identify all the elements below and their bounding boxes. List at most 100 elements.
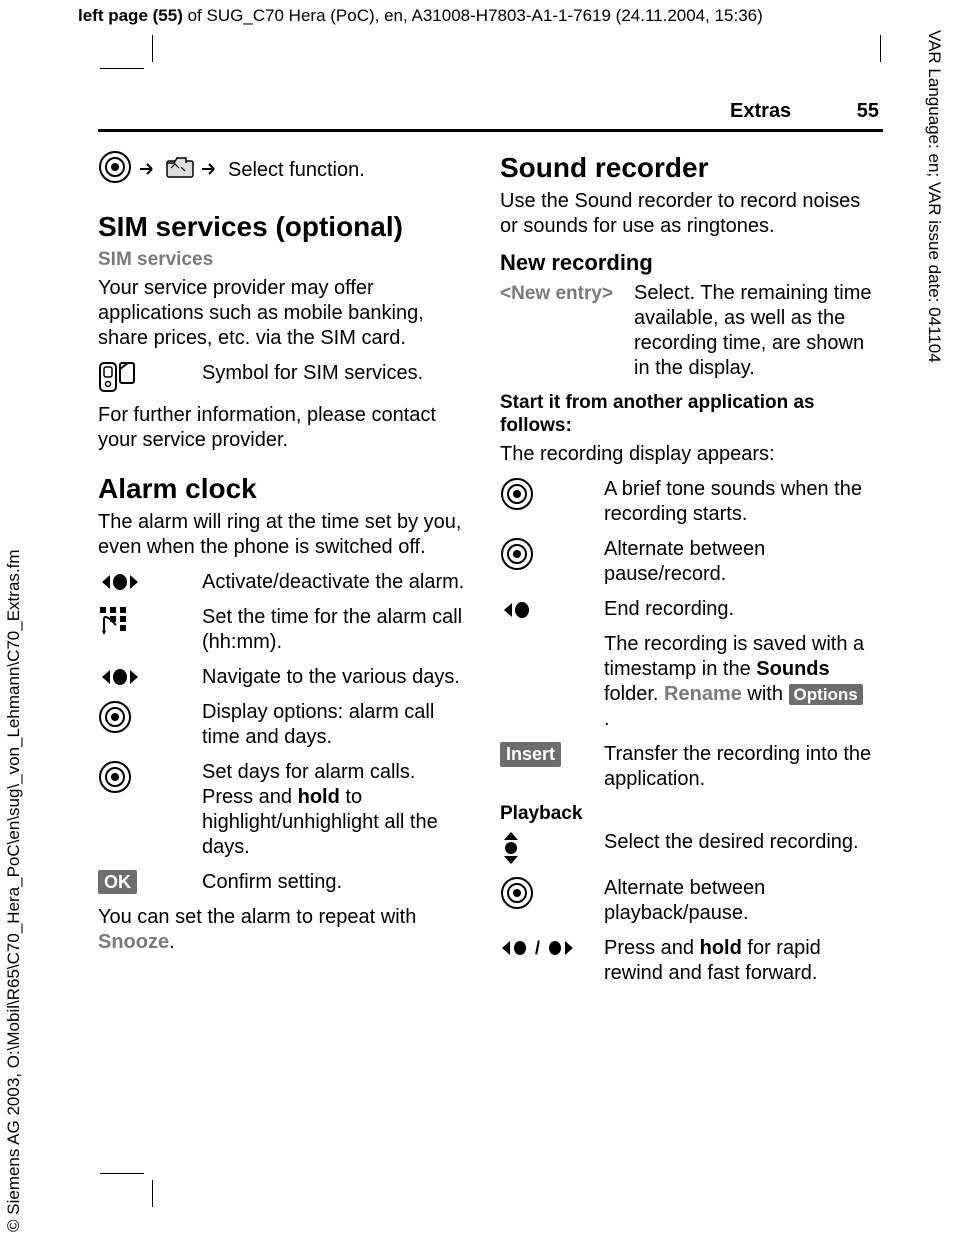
rec-display-text: The recording display appears: [500,442,872,467]
top-meta-bold: left page (55) [78,6,183,25]
joystick-lr-icon [98,665,188,690]
alarm-settime-text: Set the time for the alarm call (hh:mm). [202,605,470,655]
alarm-row-activate: Activate/deactivate the alarm. [98,570,470,595]
new-entry-text: <New entry> [500,283,613,304]
ok-softkey-icon: OK [98,870,188,895]
alarm-row-setdays: Set days for alarm calls. Press and hold… [98,760,470,860]
rec-row-insert: Insert Transfer the recording into the a… [500,742,872,792]
pb-altplay-text: Alternate between playback/pause. [604,876,872,926]
arrow-right-icon [140,158,158,183]
options-softkey: Options [789,684,863,705]
pb-row-altplay: Alternate between playback/pause. [500,876,872,926]
text: Press and [604,937,700,959]
left-column: Select function. SIM services (optional)… [98,150,470,996]
page: left page (55) of SUG_C70 Hera (PoC), en… [0,0,954,1246]
pb-row-hold: / Press and hold for rapid rewind and fa… [500,936,872,986]
new-entry-desc: Select. The remaining time available, as… [634,281,872,381]
top-meta-rest: of SUG_C70 Hera (PoC), en, A31008-H7803-… [183,6,763,25]
alarm-para-1: The alarm will ring at the time set by y… [98,510,470,560]
crop-mark [100,1173,144,1174]
alarm-row-settime: Set the time for the alarm call (hh:mm). [98,605,470,655]
text: . [169,931,175,953]
alarm-setdays-text: Set days for alarm calls. Press and hold… [202,760,470,860]
text: with [742,683,789,705]
page-header: Extras 55 [98,100,883,129]
nav-path: Select function. [98,150,470,191]
joystick-left-right-pair-icon: / [500,936,590,961]
joystick-left-icon [500,597,590,622]
alarm-para-2: You can set the alarm to repeat with Sno… [98,905,470,955]
sim-services-label: SIM services [98,248,470,272]
heading-sim-services: SIM services (optional) [98,209,470,244]
center-key-icon [500,537,590,571]
right-vertical-meta: VAR Language: en; VAR issue date: 041104 [924,30,944,530]
sounds-folder: Sounds [756,658,829,680]
text: folder. [604,683,664,705]
section-title: Extras [730,100,791,122]
two-columns: Select function. SIM services (optional)… [98,150,883,996]
top-meta: left page (55) of SUG_C70 Hera (PoC), en… [78,6,763,26]
page-number: 55 [857,100,879,122]
text: . [604,708,610,730]
center-key-icon [98,760,188,794]
rec-row-pause: Alternate between pause/record. [500,537,872,587]
folder-icon [166,155,194,186]
bold-hold: hold [700,937,742,959]
alarm-confirm-text: Confirm setting. [202,870,470,895]
alarm-display-text: Display options: alarm call time and day… [202,700,470,750]
insert-label: Insert [500,742,561,767]
left-vertical-meta: © Siemens AG 2003, O:\Mobil\R65\C70_Hera… [4,549,24,1232]
sim-para-1: Your service provider may offer applicat… [98,276,470,351]
new-entry-row: <New entry> Select. The remaining time a… [500,281,872,381]
bold-hold: hold [298,786,340,808]
rec-row-end: End recording. [500,597,872,622]
alarm-row-navigate: Navigate to the various days. [98,665,470,690]
crop-mark [152,1180,153,1207]
heading-sound-recorder: Sound recorder [500,150,872,185]
pb-hold-text: Press and hold for rapid rewind and fast… [604,936,872,986]
rename-label: Rename [664,683,742,705]
crop-mark [152,35,153,62]
crop-mark [100,68,144,69]
header-rule [98,129,883,132]
arrow-right-icon [202,158,220,183]
insert-softkey-icon: Insert [500,742,590,767]
rec-row-tone: A brief tone sounds when the recording s… [500,477,872,527]
rec-row-saved: The recording is saved with a timestamp … [500,632,872,732]
joystick-ud-icon [500,830,590,866]
nav-text: Select function. [228,158,365,183]
slash: / [530,938,545,958]
right-column: Sound recorder Use the Sound recorder to… [500,150,872,996]
pb-select-text: Select the desired recording. [604,830,872,855]
center-key-icon [500,477,590,511]
new-entry-label: <New entry> [500,281,620,306]
pb-row-select: Select the desired recording. [500,830,872,866]
rec-insert-text: Transfer the recording into the applicat… [604,742,872,792]
center-key-icon [500,876,590,910]
rec-tone-text: A brief tone sounds when the recording s… [604,477,872,527]
snooze-label: Snooze [98,931,169,953]
alarm-row-display: Display options: alarm call time and day… [98,700,470,750]
sim-symbol-text: Symbol for SIM services. [202,361,470,386]
heading-new-recording: New recording [500,249,872,277]
page-content: Extras 55 [98,100,883,996]
heading-alarm-clock: Alarm clock [98,471,470,506]
alarm-activate-text: Activate/deactivate the alarm. [202,570,470,595]
sim-symbol-icon [98,361,188,393]
center-key-icon [98,700,188,734]
alarm-navigate-text: Navigate to the various days. [202,665,470,690]
rec-end-text: End recording. [604,597,872,622]
text: You can set the alarm to repeat with [98,906,416,928]
rec-saved-text: The recording is saved with a timestamp … [604,632,872,732]
crop-mark [880,35,881,62]
rec-pause-text: Alternate between pause/record. [604,537,872,587]
start-other-app: Start it from another application as fol… [500,391,872,439]
center-key-icon [98,150,132,191]
alarm-row-confirm: OK Confirm setting. [98,870,470,895]
heading-playback: Playback [500,802,872,826]
ok-label: OK [98,870,137,895]
sim-para-2: For further information, please contact … [98,403,470,453]
sound-para-1: Use the Sound recorder to record noises … [500,189,872,239]
sim-symbol-row: Symbol for SIM services. [98,361,470,393]
keypad-icon [98,605,188,637]
